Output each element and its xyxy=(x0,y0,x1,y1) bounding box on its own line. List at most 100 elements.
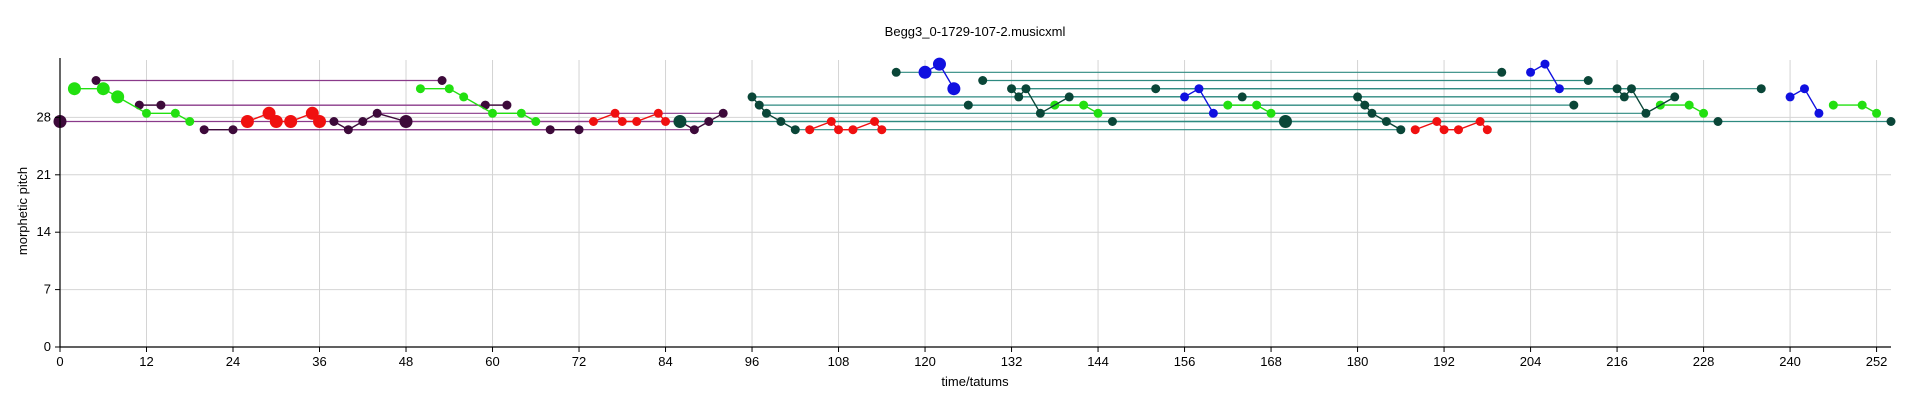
x-tick-label: 48 xyxy=(399,354,413,369)
series-point xyxy=(870,117,880,126)
series-point xyxy=(488,108,498,118)
series-point xyxy=(1278,115,1292,128)
series-segment xyxy=(1544,63,1561,90)
x-tick-label: 168 xyxy=(1260,354,1282,369)
x-tick-label: 36 xyxy=(312,354,326,369)
series-point xyxy=(891,67,901,77)
series-point xyxy=(747,92,757,102)
series-point xyxy=(1453,125,1463,135)
series-layer xyxy=(53,57,1896,135)
series-point xyxy=(754,100,764,110)
y-tick-label: 7 xyxy=(44,282,51,297)
series-point xyxy=(516,108,526,118)
y-tick-label: 0 xyxy=(44,339,51,354)
series-point xyxy=(459,92,469,102)
series-point xyxy=(848,125,858,135)
series-point xyxy=(1872,108,1882,118)
x-tick-label: 12 xyxy=(139,354,153,369)
series-point xyxy=(1093,108,1103,118)
series-point xyxy=(1554,84,1564,94)
series-point xyxy=(480,100,490,110)
series-point xyxy=(673,115,687,128)
x-tick-label: 0 xyxy=(56,354,63,369)
x-tick-label: 240 xyxy=(1779,354,1801,369)
series-point xyxy=(704,117,714,126)
series-point xyxy=(761,108,771,118)
series-point xyxy=(358,117,368,126)
series-segment xyxy=(1645,96,1676,114)
series-point xyxy=(91,76,101,85)
series-point xyxy=(1785,92,1795,102)
series-segment xyxy=(1040,96,1070,114)
series-point xyxy=(1107,117,1117,126)
series-point xyxy=(1699,108,1709,118)
series-point xyxy=(574,125,584,135)
series-point xyxy=(1713,117,1723,126)
series-point xyxy=(228,125,238,135)
series-point xyxy=(918,65,932,79)
series-point xyxy=(502,100,512,110)
x-tick-label: 84 xyxy=(658,354,672,369)
series-point xyxy=(790,125,800,135)
x-tick-label: 180 xyxy=(1347,354,1369,369)
series-segment xyxy=(1803,88,1820,114)
series-point xyxy=(444,84,454,94)
axis-layer: 0 12 24 36 48 60 72 84 96 108 120 132 144 156 168 180 19… xyxy=(37,58,1891,369)
series-point xyxy=(1756,84,1766,94)
series-point xyxy=(1583,76,1593,85)
series-point xyxy=(1194,84,1204,94)
series-point xyxy=(661,117,671,126)
series-point xyxy=(399,115,413,128)
series-segment xyxy=(1198,88,1214,114)
y-tick-label: 21 xyxy=(37,167,51,182)
x-tick-label: 144 xyxy=(1087,354,1109,369)
series-point xyxy=(963,100,973,110)
series-point xyxy=(653,108,663,118)
series-point xyxy=(67,82,81,96)
series-point xyxy=(170,108,180,118)
series-point xyxy=(1799,84,1809,94)
series-point xyxy=(1180,92,1190,102)
x-tick-label: 108 xyxy=(828,354,850,369)
series-point xyxy=(269,115,283,128)
series-point xyxy=(978,76,988,85)
series-point xyxy=(610,108,620,118)
series-point xyxy=(718,108,728,118)
series-point xyxy=(1475,117,1485,126)
series-point xyxy=(932,57,946,71)
series-point xyxy=(1151,84,1161,94)
series-segment xyxy=(1025,88,1041,114)
series-point xyxy=(1626,84,1636,94)
series-point xyxy=(1497,67,1507,77)
series-point xyxy=(1396,125,1406,135)
series-point xyxy=(834,125,844,135)
series-point xyxy=(1064,92,1074,102)
series-point xyxy=(1237,92,1247,102)
x-tick-label: 156 xyxy=(1174,354,1196,369)
x-tick-label: 228 xyxy=(1693,354,1715,369)
series-point xyxy=(877,125,887,135)
series-point xyxy=(1266,108,1276,118)
series-point xyxy=(134,100,144,110)
series-point xyxy=(947,82,961,96)
y-axis-label: morphetic pitch xyxy=(15,167,30,255)
series-point xyxy=(1035,108,1045,118)
series-point xyxy=(689,125,699,135)
x-tick-label: 60 xyxy=(485,354,499,369)
series-point xyxy=(632,117,642,126)
series-point xyxy=(1886,117,1896,126)
x-tick-label: 120 xyxy=(914,354,936,369)
series-point xyxy=(329,117,339,126)
x-tick-label: 204 xyxy=(1520,354,1542,369)
series-point xyxy=(617,117,627,126)
series-point xyxy=(1670,92,1680,102)
series-point xyxy=(1007,84,1017,94)
series-point xyxy=(96,82,110,96)
series-point xyxy=(1828,100,1838,110)
series-point xyxy=(1014,92,1024,102)
series-point xyxy=(1540,59,1550,69)
series-point xyxy=(545,125,555,135)
series-point xyxy=(156,100,166,110)
chart-title: Begg3_0-1729-107-2.musicxml xyxy=(885,24,1066,39)
